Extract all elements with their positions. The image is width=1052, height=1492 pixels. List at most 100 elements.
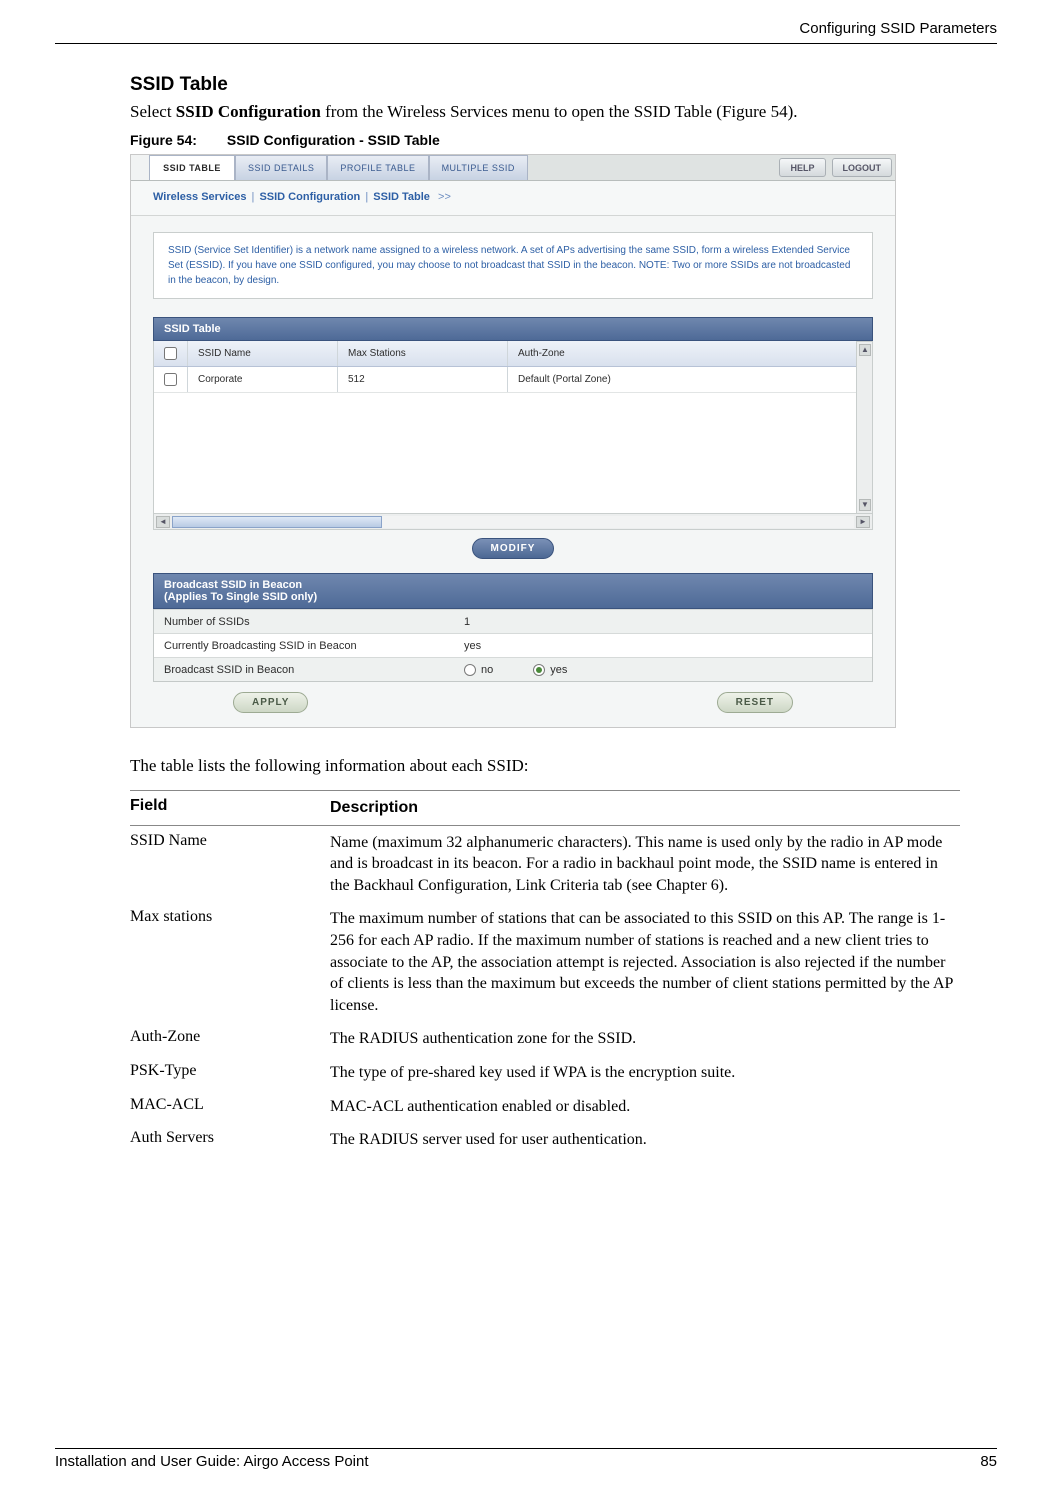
after-figure-text: The table lists the following informatio… — [130, 756, 997, 776]
help-button[interactable]: HELP — [779, 158, 825, 177]
table-row[interactable]: Corporate 512 Default (Portal Zone) — [154, 367, 856, 393]
field-table-header: Field Description — [130, 790, 960, 826]
apply-button[interactable]: APPLY — [233, 692, 308, 713]
modify-button[interactable]: MODIFY — [472, 538, 555, 559]
field-row: Auth-ZoneThe RADIUS authentication zone … — [130, 1022, 960, 1056]
field-row: Auth ServersThe RADIUS server used for u… — [130, 1123, 960, 1157]
radio-yes-label: yes — [550, 664, 567, 676]
grid-empty-area — [154, 393, 856, 513]
radio-no[interactable] — [464, 664, 476, 676]
select-all-checkbox[interactable] — [164, 347, 177, 360]
intro-paragraph: Select SSID Configuration from the Wirel… — [130, 102, 997, 122]
field-description: The maximum number of stations that can … — [330, 908, 960, 1016]
field-name: PSK-Type — [130, 1062, 330, 1084]
field-name: Auth Servers — [130, 1129, 330, 1151]
breadcrumb-sep1: | — [250, 191, 257, 203]
header-checkbox-cell — [154, 341, 188, 366]
info-box: SSID (Service Set Identifier) is a netwo… — [153, 232, 873, 299]
apply-reset-row: APPLY RESET — [153, 692, 873, 713]
reset-button[interactable]: RESET — [717, 692, 793, 713]
kv-row-num-ssids: Number of SSIDs 1 — [154, 609, 872, 633]
field-description: The RADIUS authentication zone for the S… — [330, 1028, 960, 1050]
kv-value-bcast: no yes — [454, 659, 872, 681]
intro-text-after: from the Wireless Services menu to open … — [321, 102, 798, 121]
ssid-grid-wrap: SSID Name Max Stations Auth-Zone Corpora… — [153, 341, 873, 514]
kv-row-current-broadcast: Currently Broadcasting SSID in Beacon ye… — [154, 633, 872, 657]
kv-label-num: Number of SSIDs — [154, 611, 454, 633]
logout-button[interactable]: LOGOUT — [832, 158, 893, 177]
panel-broadcast-header: Broadcast SSID in Beacon (Applies To Sin… — [153, 573, 873, 609]
ui-figure: SSID TABLE SSID DETAILS PROFILE TABLE MU… — [130, 154, 896, 728]
field-name: SSID Name — [130, 832, 330, 897]
horizontal-scrollbar[interactable]: ◄ ► — [153, 514, 873, 530]
kv-value-curr: yes — [454, 635, 872, 657]
scroll-up-icon[interactable]: ▲ — [859, 344, 871, 356]
field-row: SSID NameName (maximum 32 alphanumeric c… — [130, 826, 960, 903]
kv-value-num: 1 — [454, 611, 872, 633]
field-description: Name (maximum 32 alphanumeric characters… — [330, 832, 960, 897]
broadcast-kv-table: Number of SSIDs 1 Currently Broadcasting… — [153, 609, 873, 682]
panel2-title-b: (Applies To Single SSID only) — [164, 591, 317, 603]
ssid-grid: SSID Name Max Stations Auth-Zone Corpora… — [153, 341, 857, 514]
scroll-left-icon[interactable]: ◄ — [156, 516, 170, 528]
intro-text-before: Select — [130, 102, 176, 121]
col-ssid-name: SSID Name — [188, 341, 338, 366]
field-row: Max stationsThe maximum number of statio… — [130, 902, 960, 1022]
field-name: MAC-ACL — [130, 1096, 330, 1118]
section-title: SSID Table — [130, 74, 997, 96]
breadcrumb-c: SSID Table — [373, 191, 430, 203]
field-row: MAC-ACLMAC-ACL authentication enabled or… — [130, 1090, 960, 1124]
footer-rule — [55, 1448, 997, 1449]
page-footer: Installation and User Guide: Airgo Acces… — [55, 1448, 997, 1470]
tab-ssid-table[interactable]: SSID TABLE — [149, 155, 235, 180]
tab-ssid-details[interactable]: SSID DETAILS — [235, 155, 327, 180]
row-checkbox[interactable] — [164, 373, 177, 386]
panel-ssid-table-header: SSID Table — [153, 317, 873, 341]
radio-yes[interactable] — [533, 664, 545, 676]
footer-right: 85 — [980, 1453, 997, 1470]
field-name: Auth-Zone — [130, 1028, 330, 1050]
breadcrumb: Wireless Services | SSID Configuration |… — [131, 181, 895, 216]
grid-header-row: SSID Name Max Stations Auth-Zone — [154, 341, 856, 367]
field-description: The RADIUS server used for user authenti… — [330, 1129, 960, 1151]
breadcrumb-a: Wireless Services — [153, 191, 246, 203]
row-auth-zone: Default (Portal Zone) — [508, 367, 856, 392]
col-max-stations: Max Stations — [338, 341, 508, 366]
breadcrumb-arrows: >> — [436, 191, 453, 203]
field-description: The type of pre-shared key used if WPA i… — [330, 1062, 960, 1084]
scroll-thumb[interactable] — [172, 516, 382, 528]
row-max-stations: 512 — [338, 367, 508, 392]
col-auth-zone: Auth-Zone — [508, 341, 856, 366]
field-header-field: Field — [130, 797, 330, 819]
tab-spacer — [131, 155, 149, 180]
row-ssid-name: Corporate — [188, 367, 338, 392]
figure-number: Figure 54: — [130, 132, 197, 148]
page-header-right: Configuring SSID Parameters — [55, 20, 997, 43]
radio-yes-wrap[interactable]: yes — [533, 664, 567, 676]
intro-text-bold: SSID Configuration — [176, 102, 321, 121]
field-description-table: Field Description SSID NameName (maximum… — [130, 790, 960, 1157]
footer-left: Installation and User Guide: Airgo Acces… — [55, 1453, 369, 1470]
breadcrumb-sep2: | — [363, 191, 370, 203]
panel2-title-a: Broadcast SSID in Beacon — [164, 579, 302, 591]
tab-profile-table[interactable]: PROFILE TABLE — [327, 155, 428, 180]
modify-row: MODIFY — [153, 538, 873, 559]
field-name: Max stations — [130, 908, 330, 1016]
scroll-down-icon[interactable]: ▼ — [859, 499, 871, 511]
figure-title: SSID Configuration - SSID Table — [227, 132, 440, 148]
kv-label-curr: Currently Broadcasting SSID in Beacon — [154, 635, 454, 657]
scroll-track[interactable] — [172, 516, 854, 528]
row-checkbox-cell — [154, 367, 188, 392]
tab-multiple-ssid[interactable]: MULTIPLE SSID — [429, 155, 528, 180]
field-description: MAC-ACL authentication enabled or disabl… — [330, 1096, 960, 1118]
radio-no-wrap[interactable]: no — [464, 664, 493, 676]
header-rule — [55, 43, 997, 44]
scroll-right-icon[interactable]: ► — [856, 516, 870, 528]
kv-row-broadcast-toggle: Broadcast SSID in Beacon no yes — [154, 657, 872, 681]
kv-label-bcast: Broadcast SSID in Beacon — [154, 659, 454, 681]
figure-caption: Figure 54: SSID Configuration - SSID Tabl… — [130, 132, 997, 148]
radio-no-label: no — [481, 664, 493, 676]
field-row: PSK-TypeThe type of pre-shared key used … — [130, 1056, 960, 1090]
tab-flex — [528, 155, 777, 180]
vertical-scrollbar[interactable]: ▲ ▼ — [857, 341, 873, 514]
